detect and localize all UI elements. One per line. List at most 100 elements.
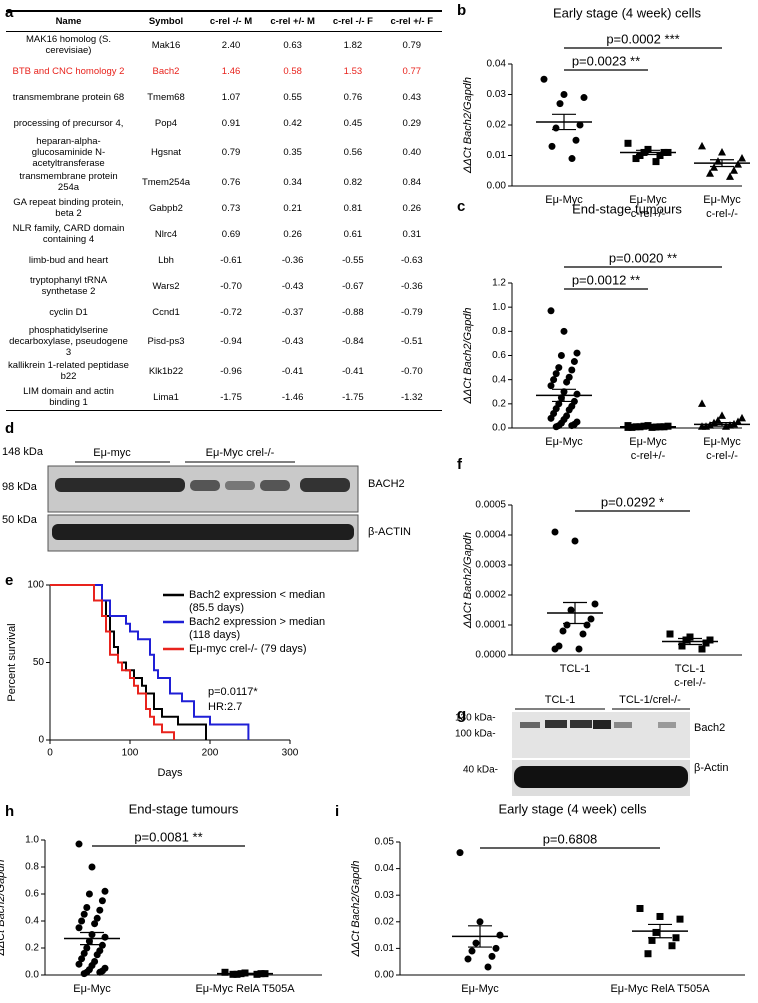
table-row: tryptophanyl tRNA synthetase 2 Wars2 -0.70…	[6, 273, 442, 299]
band	[520, 722, 540, 728]
band	[514, 766, 688, 788]
annotation: HR:2.7	[208, 701, 242, 713]
data-point	[718, 411, 726, 419]
data-point	[698, 141, 706, 150]
error-bar	[552, 388, 576, 403]
table-cell: -0.36	[281, 254, 304, 266]
data-point	[472, 939, 480, 947]
data-point	[656, 912, 664, 920]
x-tick-label: Eμ-Myc RelA T505A	[610, 983, 710, 995]
y-tick-label: 0.0	[25, 970, 39, 981]
data-point	[676, 915, 684, 923]
data-point	[496, 931, 504, 939]
data-point	[85, 890, 93, 898]
data-point	[559, 627, 567, 635]
table-cell: 0.82	[343, 176, 363, 188]
band	[545, 720, 567, 728]
data-point	[568, 422, 576, 430]
table-cell: -0.70	[400, 365, 423, 377]
band	[55, 478, 185, 492]
error-bar	[468, 925, 492, 948]
x-tick-label: 0	[47, 748, 53, 759]
legend-label: Bach2 expression > median	[189, 616, 325, 628]
table-cell: 0.42	[283, 117, 302, 129]
data-point	[83, 904, 91, 911]
data-point	[563, 378, 571, 386]
table-cell: phosphatidylserine decarboxylase, pseudo…	[9, 325, 128, 358]
table-row: MAK16 homolog (S. cerevisiae) Mak16 2.40 0.…	[6, 32, 442, 59]
table-cell: 0.58	[283, 65, 302, 77]
comparison-label: p=0.0292 *	[601, 494, 664, 509]
panel-label: f	[457, 456, 462, 473]
data-point	[96, 968, 104, 976]
table-cell: 0.73	[221, 202, 241, 214]
table-cell: 0.40	[402, 147, 422, 158]
table-row: transmembrane protein 68 Tmem68 1.07 0.55 0.…	[6, 84, 442, 110]
y-tick-label: 50	[33, 657, 45, 668]
data-point	[734, 417, 742, 425]
group-label: TCL-1/crel-/-	[619, 694, 681, 706]
table-cell: -0.84	[342, 336, 364, 347]
y-tick-label: 0.04	[487, 59, 507, 70]
group-label: TCL-1	[545, 694, 576, 706]
y-tick-label: 0.0002	[475, 590, 506, 601]
table-cell: 0.76	[221, 176, 241, 188]
table-cell: -0.43	[281, 280, 304, 292]
marker-label: 50 kDa	[2, 514, 38, 526]
data-point	[698, 399, 706, 407]
table-cell: Ccnd1	[152, 306, 180, 318]
error-bar	[552, 113, 576, 131]
group-label: Eμ-myc	[93, 447, 131, 459]
x-tick-label: c-rel-/-	[674, 677, 706, 689]
data-point	[714, 416, 722, 424]
table-cell: MAK16 homolog (S. cerevisiae)	[25, 34, 111, 56]
panel-label: i	[335, 803, 340, 820]
y-tick-label: 0.0001	[475, 620, 506, 631]
table-cell: processing of precursor 4,	[13, 117, 124, 129]
panel-label: e	[5, 572, 14, 589]
data-point	[652, 158, 660, 166]
survival-curve	[50, 584, 207, 740]
table-cell: -0.61	[220, 254, 242, 266]
comparison-label: p=0.0023 **	[572, 53, 640, 68]
table-cell: -1.75	[201, 384, 262, 411]
band	[225, 481, 255, 490]
y-tick-label: 0.0005	[475, 500, 506, 511]
table-cell: 0.79	[221, 147, 241, 158]
comparison-label: p=0.0081 **	[134, 829, 202, 844]
data-point	[575, 645, 583, 653]
data-point	[468, 947, 476, 955]
table-cell: LIM domain and actin binding 1	[6, 384, 131, 411]
column-header: c-rel +/- M	[261, 10, 325, 32]
table-cell: -0.36	[400, 280, 423, 292]
table-cell: BTB and CNC homology 2	[12, 65, 125, 77]
error-bar	[636, 149, 660, 156]
error-bar	[710, 421, 734, 427]
table-cell: Tmem68	[147, 91, 185, 103]
table-cell: -1.32	[381, 384, 442, 411]
y-tick-label: 1.0	[25, 835, 39, 846]
x-tick-label: Eμ-Myc	[703, 194, 741, 206]
data-point	[550, 376, 558, 384]
table-cell: -0.94	[220, 336, 242, 347]
data-point	[587, 615, 595, 623]
band-label: β-Actin	[694, 762, 728, 774]
table-cell: cyclin D1	[49, 306, 88, 318]
data-point	[93, 951, 101, 959]
table-row: kallikrein 1-related peptidase b22 Klk1b2…	[6, 358, 442, 384]
data-point	[632, 155, 640, 163]
data-point	[572, 136, 580, 144]
data-point	[75, 960, 83, 968]
table-cell: -0.43	[281, 336, 304, 347]
table-cell: -0.67	[342, 280, 364, 292]
marker-label: 130 kDa-	[455, 713, 496, 724]
error-bar	[233, 972, 257, 975]
y-tick-label: 0.0	[492, 423, 506, 434]
table-cell: 0.31	[402, 228, 422, 240]
data-point	[579, 630, 587, 638]
data-point	[548, 142, 556, 150]
table-cell: 0.77	[402, 65, 422, 77]
x-tick-label: Eμ-Myc	[629, 436, 667, 448]
data-point	[96, 906, 104, 914]
